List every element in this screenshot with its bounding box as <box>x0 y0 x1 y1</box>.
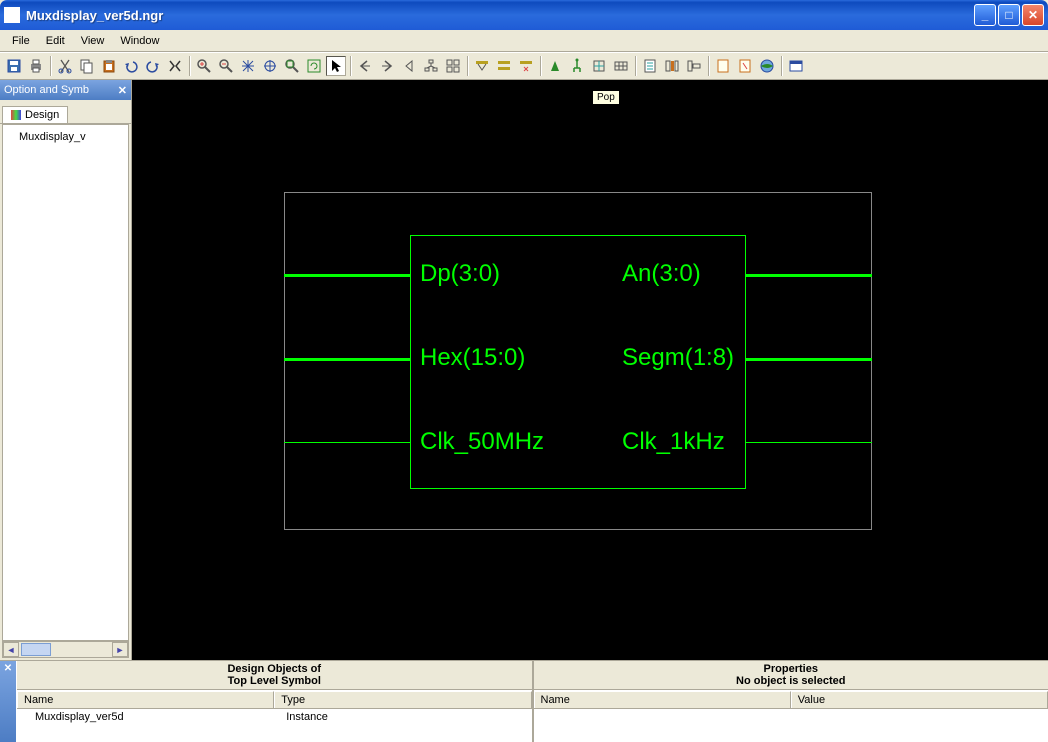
paste-icon[interactable] <box>99 56 119 76</box>
properties-panel: Properties No object is selected Name Va… <box>532 661 1048 742</box>
list-icon[interactable] <box>443 56 463 76</box>
undo-icon[interactable] <box>121 56 141 76</box>
col-prop-name[interactable]: Name <box>534 691 791 708</box>
panel-tabs: Design <box>0 100 131 124</box>
new-page-icon[interactable] <box>713 56 733 76</box>
refresh-icon[interactable] <box>304 56 324 76</box>
design-objects-panel: Design Objects of Top Level Symbol Name … <box>16 661 532 742</box>
design-objects-grid[interactable]: Name Type Muxdisplay_ver5d Instance <box>17 690 532 742</box>
port-segm: Segm(1:8) <box>622 344 734 372</box>
menu-file[interactable]: File <box>4 33 38 49</box>
port-dp: Dp(3:0) <box>420 260 500 288</box>
redo-icon[interactable] <box>143 56 163 76</box>
cut-icon[interactable] <box>55 56 75 76</box>
wire-clk1k <box>746 442 872 443</box>
port-hex: Hex(15:0) <box>420 344 525 372</box>
hierarchy-icon[interactable] <box>421 56 441 76</box>
find-icon[interactable] <box>165 56 185 76</box>
tool-d-icon[interactable] <box>611 56 631 76</box>
tree-scrollbar[interactable]: ◄ ► <box>2 641 129 658</box>
panel-title: Option and Symb <box>4 84 89 96</box>
tab-label: Design <box>25 109 59 121</box>
port-clk50: Clk_50MHz <box>420 428 544 456</box>
cell-type: Instance <box>280 709 531 725</box>
table-row[interactable]: Muxdisplay_ver5d Instance <box>17 709 532 725</box>
wire-segm <box>746 358 872 361</box>
side-panel: Option and Symb ✕ Design Muxdisplay_v ◄ … <box>0 80 132 660</box>
tab-design[interactable]: Design <box>2 106 68 123</box>
minimize-button[interactable]: _ <box>974 4 996 26</box>
tool-a-icon[interactable] <box>545 56 565 76</box>
scroll-left-icon[interactable]: ◄ <box>3 642 19 657</box>
design-objects-title: Design Objects of Top Level Symbol <box>17 661 532 690</box>
zoom-area-icon[interactable] <box>260 56 280 76</box>
menu-bar: File Edit View Window <box>0 30 1048 52</box>
bottom-panel: ✕ Design Objects of Top Level Symbol Nam… <box>0 660 1048 742</box>
nav-prev-icon[interactable] <box>399 56 419 76</box>
zoom-in-icon[interactable] <box>194 56 214 76</box>
tree-item[interactable]: Muxdisplay_v <box>7 129 124 146</box>
wire-an <box>746 274 872 277</box>
bottom-close-icon[interactable]: ✕ <box>0 661 16 742</box>
design-tree[interactable]: Muxdisplay_v <box>2 124 129 641</box>
schematic-canvas[interactable]: Pop Dp(3:0) Hex(15:0) Clk_50MHz An(3:0) … <box>132 80 1048 660</box>
window-icon[interactable] <box>786 56 806 76</box>
col-type[interactable]: Type <box>274 691 531 708</box>
close-button[interactable]: ✕ <box>1022 4 1044 26</box>
cell-name: Muxdisplay_ver5d <box>17 709 280 725</box>
menu-edit[interactable]: Edit <box>38 33 73 49</box>
col-prop-value[interactable]: Value <box>791 691 1048 708</box>
properties-grid[interactable]: Name Value <box>534 690 1048 742</box>
col-name[interactable]: Name <box>17 691 274 708</box>
maximize-button[interactable]: □ <box>998 4 1020 26</box>
wire-hex <box>284 358 410 361</box>
port-clk1k: Clk_1kHz <box>622 428 725 456</box>
wire-dp <box>284 274 410 277</box>
menu-window[interactable]: Window <box>112 33 167 49</box>
report-icon[interactable] <box>640 56 660 76</box>
panel-header: Option and Symb ✕ <box>0 80 131 100</box>
filter2-icon[interactable] <box>494 56 514 76</box>
back-icon[interactable] <box>355 56 375 76</box>
filter1-icon[interactable] <box>472 56 492 76</box>
align-a-icon[interactable] <box>662 56 682 76</box>
tool-b-icon[interactable] <box>567 56 587 76</box>
pointer-icon[interactable] <box>326 56 346 76</box>
copy-icon[interactable] <box>77 56 97 76</box>
tooltip: Pop <box>592 90 620 105</box>
properties-title: Properties No object is selected <box>534 661 1048 690</box>
panel-close-icon[interactable]: ✕ <box>118 84 127 97</box>
zoom-out-icon[interactable] <box>216 56 236 76</box>
scroll-right-icon[interactable]: ► <box>112 642 128 657</box>
scroll-thumb[interactable] <box>21 643 51 656</box>
toolbar <box>0 52 1048 80</box>
print-icon[interactable] <box>26 56 46 76</box>
new-schem-icon[interactable] <box>735 56 755 76</box>
menu-view[interactable]: View <box>73 33 113 49</box>
tool-c-icon[interactable] <box>589 56 609 76</box>
globe-icon[interactable] <box>757 56 777 76</box>
save-icon[interactable] <box>4 56 24 76</box>
design-tab-icon <box>11 110 21 120</box>
wire-clk50 <box>284 442 410 443</box>
forward-icon[interactable] <box>377 56 397 76</box>
port-an: An(3:0) <box>622 260 701 288</box>
app-icon <box>4 7 20 23</box>
window-title: Muxdisplay_ver5d.ngr <box>26 8 972 23</box>
title-bar: Muxdisplay_ver5d.ngr _ □ ✕ <box>0 0 1048 30</box>
filter3-icon[interactable] <box>516 56 536 76</box>
zoom-select-icon[interactable] <box>282 56 302 76</box>
align-b-icon[interactable] <box>684 56 704 76</box>
zoom-fit-icon[interactable] <box>238 56 258 76</box>
